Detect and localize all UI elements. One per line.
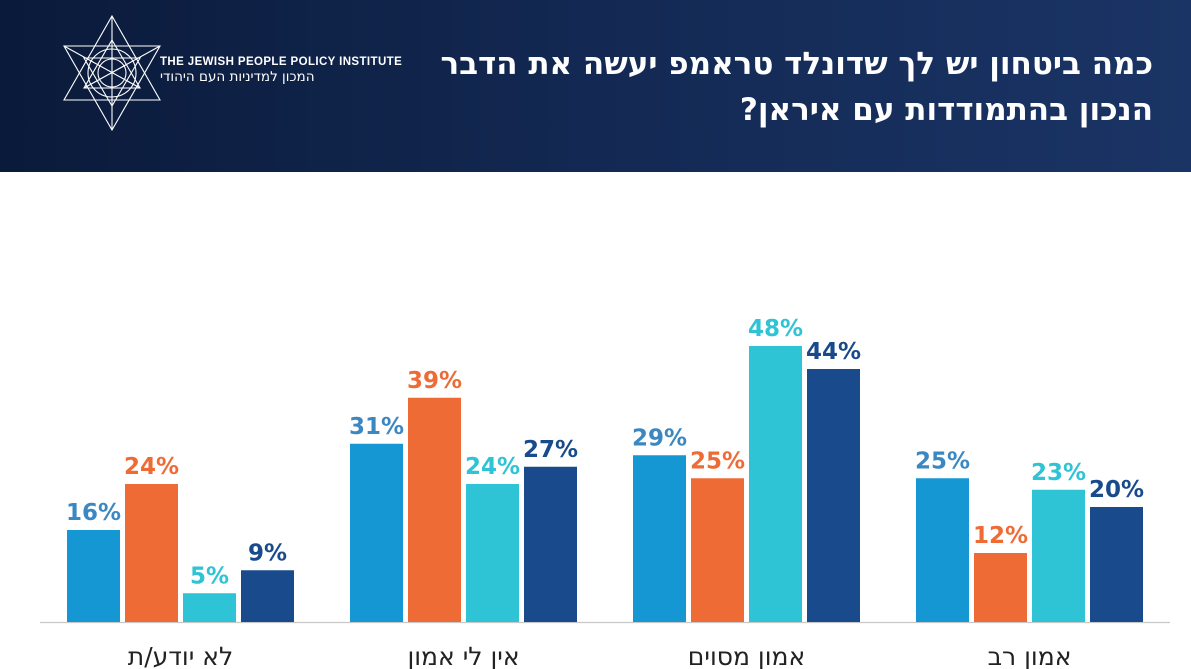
bar — [1090, 507, 1143, 622]
bar — [807, 369, 860, 622]
bar — [67, 530, 120, 622]
data-label: 12% — [973, 523, 1028, 549]
header-banner: THE JEWISH PEOPLE POLICY INSTITUTE המכון… — [0, 0, 1191, 172]
logo-text-hebrew: המכון למדיניות העם היהודי — [160, 69, 315, 85]
bar — [183, 593, 236, 622]
star-of-david-logo-icon — [63, 14, 161, 132]
data-label: 25% — [915, 448, 970, 474]
category-label: לא יודע/ת — [128, 642, 233, 669]
data-label: 24% — [124, 454, 179, 480]
bar — [633, 455, 686, 622]
bar — [691, 478, 744, 622]
bar — [125, 484, 178, 622]
bar — [241, 570, 294, 622]
data-label: 25% — [690, 448, 745, 474]
category-label: אין לי אמון — [407, 642, 519, 669]
data-label: 31% — [349, 414, 404, 440]
bar — [350, 443, 403, 622]
category-label: אמון מסוים — [688, 642, 805, 669]
bar — [749, 346, 802, 622]
data-label: 9% — [248, 540, 287, 566]
data-label: 24% — [465, 454, 520, 480]
data-label: 16% — [66, 500, 121, 526]
bar — [916, 478, 969, 622]
data-label: 20% — [1089, 477, 1144, 503]
data-label: 5% — [190, 563, 229, 589]
bar — [408, 397, 461, 622]
bar — [466, 484, 519, 622]
chart-title: כמה ביטחון יש לך שדונלד טראמפ יעשה את הד… — [440, 46, 1153, 128]
data-label: 44% — [806, 339, 861, 365]
data-label: 39% — [407, 368, 462, 394]
bar — [524, 466, 577, 622]
bar-chart: 16%24%5%9%לא יודע/ת31%39%24%27%אין לי אמ… — [40, 316, 1170, 669]
logo-text: THE JEWISH PEOPLE POLICY INSTITUTE המכון… — [160, 56, 402, 85]
category-label: אמון רב — [988, 642, 1072, 669]
data-label: 23% — [1031, 460, 1086, 486]
data-label: 27% — [523, 437, 578, 463]
data-label: 48% — [748, 316, 803, 342]
bar — [974, 553, 1027, 622]
bar — [1032, 489, 1085, 622]
logo-text-english: THE JEWISH PEOPLE POLICY INSTITUTE — [160, 56, 403, 68]
data-label: 29% — [632, 425, 687, 451]
